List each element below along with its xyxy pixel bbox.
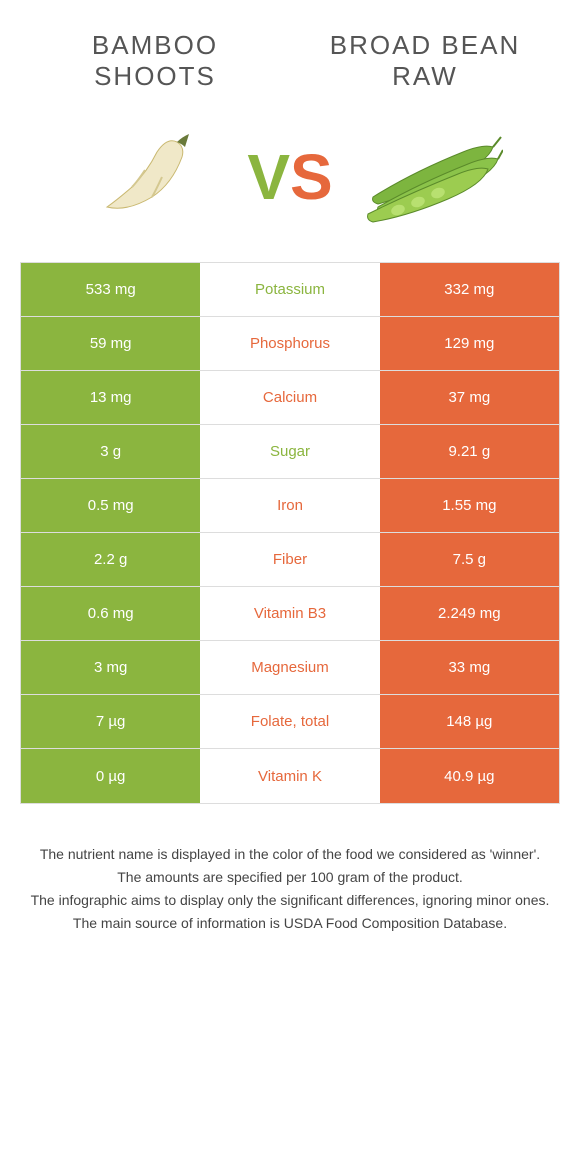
nutrient-name: Folate, total — [200, 695, 379, 748]
value-left: 2.2 g — [21, 533, 200, 586]
value-right: 37 mg — [380, 371, 559, 424]
nutrient-name: Iron — [200, 479, 379, 532]
nutrient-row: 59 mgPhosphorus129 mg — [21, 317, 559, 371]
nutrient-name: Phosphorus — [200, 317, 379, 370]
vs-s: S — [290, 141, 333, 213]
footer-line-2: The amounts are specified per 100 gram o… — [30, 867, 550, 888]
header: BAMBOO SHOOTS BROAD BEAN RAW — [0, 0, 580, 112]
value-left: 0 µg — [21, 749, 200, 803]
value-right: 7.5 g — [380, 533, 559, 586]
value-right: 9.21 g — [380, 425, 559, 478]
footer-line-4: The main source of information is USDA F… — [30, 913, 550, 934]
nutrient-name: Vitamin B3 — [200, 587, 379, 640]
value-left: 0.5 mg — [21, 479, 200, 532]
vs-label: VS — [247, 145, 332, 209]
nutrient-row: 2.2 gFiber7.5 g — [21, 533, 559, 587]
nutrient-row: 0.5 mgIron1.55 mg — [21, 479, 559, 533]
nutrient-name: Fiber — [200, 533, 379, 586]
nutrient-row: 3 gSugar9.21 g — [21, 425, 559, 479]
nutrient-name: Sugar — [200, 425, 379, 478]
food-right-title: BROAD BEAN RAW — [305, 30, 545, 92]
footer: The nutrient name is displayed in the co… — [0, 804, 580, 956]
nutrient-row: 7 µgFolate, total148 µg — [21, 695, 559, 749]
value-right: 129 mg — [380, 317, 559, 370]
value-left: 3 g — [21, 425, 200, 478]
nutrient-name: Calcium — [200, 371, 379, 424]
value-left: 3 mg — [21, 641, 200, 694]
broad-bean-icon — [353, 122, 503, 232]
footer-line-1: The nutrient name is displayed in the co… — [30, 844, 550, 865]
value-right: 2.249 mg — [380, 587, 559, 640]
value-left: 7 µg — [21, 695, 200, 748]
nutrient-table: 533 mgPotassium332 mg59 mgPhosphorus129 … — [20, 262, 560, 804]
nutrient-name: Magnesium — [200, 641, 379, 694]
value-left: 533 mg — [21, 263, 200, 316]
nutrient-row: 13 mgCalcium37 mg — [21, 371, 559, 425]
food-left-image — [77, 122, 227, 232]
value-right: 148 µg — [380, 695, 559, 748]
vs-row: VS — [0, 112, 580, 262]
value-left: 13 mg — [21, 371, 200, 424]
value-right: 40.9 µg — [380, 749, 559, 803]
value-left: 0.6 mg — [21, 587, 200, 640]
nutrient-row: 0.6 mgVitamin B32.249 mg — [21, 587, 559, 641]
footer-line-3: The infographic aims to display only the… — [30, 890, 550, 911]
nutrient-row: 533 mgPotassium332 mg — [21, 263, 559, 317]
bamboo-shoot-icon — [77, 122, 227, 232]
value-right: 332 mg — [380, 263, 559, 316]
vs-v: V — [247, 141, 290, 213]
food-left-title: BAMBOO SHOOTS — [35, 30, 275, 92]
value-right: 1.55 mg — [380, 479, 559, 532]
value-right: 33 mg — [380, 641, 559, 694]
nutrient-row: 0 µgVitamin K40.9 µg — [21, 749, 559, 803]
value-left: 59 mg — [21, 317, 200, 370]
nutrient-row: 3 mgMagnesium33 mg — [21, 641, 559, 695]
nutrient-name: Potassium — [200, 263, 379, 316]
nutrient-name: Vitamin K — [200, 749, 379, 803]
food-right-image — [353, 122, 503, 232]
